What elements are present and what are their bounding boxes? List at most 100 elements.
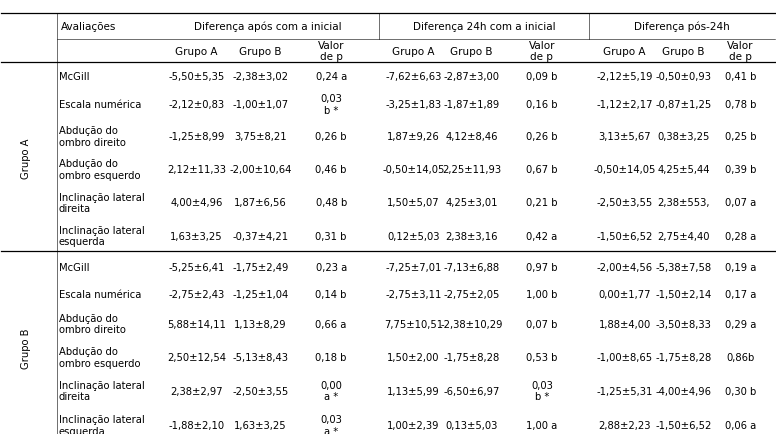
Text: -7,13±6,88: -7,13±6,88: [443, 262, 500, 272]
Text: 0,21 b: 0,21 b: [526, 198, 558, 208]
Text: -1,12±2,17: -1,12±2,17: [596, 100, 653, 110]
Text: 1,50±2,00: 1,50±2,00: [387, 352, 440, 362]
Text: -1,50±6,52: -1,50±6,52: [655, 420, 712, 430]
Text: 0,03
b *: 0,03 b *: [531, 380, 553, 401]
Text: McGill: McGill: [59, 72, 89, 82]
Text: -2,38±3,02: -2,38±3,02: [233, 72, 289, 82]
Text: 0,78 b: 0,78 b: [725, 100, 757, 110]
Text: 2,38±2,97: 2,38±2,97: [170, 386, 223, 396]
Text: -1,00±1,07: -1,00±1,07: [232, 100, 289, 110]
Text: 0,38±3,25: 0,38±3,25: [657, 132, 709, 141]
Text: -1,88±2,10: -1,88±2,10: [168, 420, 225, 430]
Text: Avaliações: Avaliações: [61, 22, 116, 32]
Text: 2,12±11,33: 2,12±11,33: [167, 164, 226, 174]
Text: 1,00 b: 1,00 b: [526, 289, 558, 299]
Text: Diferença 24h com a inicial: Diferença 24h com a inicial: [413, 22, 555, 32]
Text: -1,25±5,31: -1,25±5,31: [597, 386, 653, 396]
Text: -1,50±6,52: -1,50±6,52: [597, 231, 653, 241]
Text: Inclinação lateral
esquerda: Inclinação lateral esquerda: [59, 414, 144, 434]
Text: 0,67 b: 0,67 b: [526, 164, 558, 174]
Text: 1,87±6,56: 1,87±6,56: [234, 198, 287, 208]
Text: -2,12±0,83: -2,12±0,83: [168, 100, 225, 110]
Text: 0,17 a: 0,17 a: [725, 289, 757, 299]
Text: 0,00
a *: 0,00 a *: [320, 380, 342, 401]
Text: McGill: McGill: [59, 262, 89, 272]
Text: -1,75±8,28: -1,75±8,28: [443, 352, 500, 362]
Text: Escala numérica: Escala numérica: [59, 289, 141, 299]
Text: 0,53 b: 0,53 b: [526, 352, 558, 362]
Text: 1,00 a: 1,00 a: [526, 420, 557, 430]
Text: 2,38±3,16: 2,38±3,16: [445, 231, 497, 241]
Text: Abdução do
ombro esquerdo: Abdução do ombro esquerdo: [59, 159, 140, 181]
Text: Grupo A: Grupo A: [604, 46, 646, 56]
Text: -2,50±3,55: -2,50±3,55: [232, 386, 289, 396]
Text: Abdução do
ombro esquerdo: Abdução do ombro esquerdo: [59, 346, 140, 368]
Text: 1,50±5,07: 1,50±5,07: [387, 198, 440, 208]
Text: 0,24 a: 0,24 a: [316, 72, 347, 82]
Text: 0,39 b: 0,39 b: [725, 164, 757, 174]
Text: 0,19 a: 0,19 a: [725, 262, 757, 272]
Text: 0,23 a: 0,23 a: [316, 262, 347, 272]
Text: 1,13±5,99: 1,13±5,99: [387, 386, 440, 396]
Text: -2,50±3,55: -2,50±3,55: [597, 198, 653, 208]
Text: Valor
de p: Valor de p: [528, 41, 555, 62]
Text: Grupo B: Grupo B: [450, 46, 493, 56]
Text: 1,88±4,00: 1,88±4,00: [598, 319, 651, 329]
Text: 0,16 b: 0,16 b: [526, 100, 558, 110]
Text: 0,86b: 0,86b: [726, 352, 755, 362]
Text: 0,12±5,03: 0,12±5,03: [387, 231, 440, 241]
Text: 2,25±11,93: 2,25±11,93: [442, 164, 501, 174]
Text: 3,13±5,67: 3,13±5,67: [598, 132, 651, 141]
Text: -1,75±2,49: -1,75±2,49: [232, 262, 289, 272]
Text: -6,50±6,97: -6,50±6,97: [443, 386, 500, 396]
Text: Grupo A: Grupo A: [21, 138, 31, 178]
Text: -1,75±8,28: -1,75±8,28: [655, 352, 712, 362]
Text: 0,25 b: 0,25 b: [725, 132, 757, 141]
Text: Grupo B: Grupo B: [239, 46, 282, 56]
Text: -5,38±7,58: -5,38±7,58: [655, 262, 712, 272]
Text: -1,25±8,99: -1,25±8,99: [168, 132, 225, 141]
Text: -1,00±8,65: -1,00±8,65: [597, 352, 653, 362]
Text: 0,07 a: 0,07 a: [725, 198, 757, 208]
Text: 0,14 b: 0,14 b: [316, 289, 347, 299]
Text: 2,88±2,23: 2,88±2,23: [598, 420, 651, 430]
Text: -1,50±2,14: -1,50±2,14: [655, 289, 712, 299]
Text: 0,28 a: 0,28 a: [725, 231, 757, 241]
Text: -3,25±1,83: -3,25±1,83: [386, 100, 442, 110]
Text: 0,13±5,03: 0,13±5,03: [445, 420, 497, 430]
Text: -0,50±14,05: -0,50±14,05: [594, 164, 656, 174]
Text: 1,63±3,25: 1,63±3,25: [234, 420, 286, 430]
Text: 1,87±9,26: 1,87±9,26: [387, 132, 440, 141]
Text: 2,38±553,: 2,38±553,: [657, 198, 709, 208]
Text: 0,26 b: 0,26 b: [315, 132, 347, 141]
Text: 0,31 b: 0,31 b: [316, 231, 347, 241]
Text: 2,75±4,40: 2,75±4,40: [657, 231, 709, 241]
Text: -7,62±6,63: -7,62±6,63: [386, 72, 442, 82]
Text: -0,37±4,21: -0,37±4,21: [232, 231, 289, 241]
Text: Valor
de p: Valor de p: [727, 41, 753, 62]
Text: -2,00±4,56: -2,00±4,56: [597, 262, 653, 272]
Text: Inclinação lateral
esquerda: Inclinação lateral esquerda: [59, 225, 144, 247]
Text: Abdução do
ombro direito: Abdução do ombro direito: [59, 313, 126, 335]
Text: 0,26 b: 0,26 b: [526, 132, 558, 141]
Text: 0,09 b: 0,09 b: [526, 72, 558, 82]
Text: 0,06 a: 0,06 a: [725, 420, 757, 430]
Text: 0,00±1,77: 0,00±1,77: [598, 289, 651, 299]
Text: -0,50±14,05: -0,50±14,05: [383, 164, 445, 174]
Text: 0,46 b: 0,46 b: [316, 164, 347, 174]
Text: -1,25±1,04: -1,25±1,04: [232, 289, 289, 299]
Text: 4,25±5,44: 4,25±5,44: [657, 164, 709, 174]
Text: -5,50±5,35: -5,50±5,35: [168, 72, 225, 82]
Text: 5,88±14,11: 5,88±14,11: [167, 319, 226, 329]
Text: -2,00±10,64: -2,00±10,64: [229, 164, 292, 174]
Text: -2,75±3,11: -2,75±3,11: [386, 289, 442, 299]
Text: 0,18 b: 0,18 b: [316, 352, 347, 362]
Text: -5,13±8,43: -5,13±8,43: [233, 352, 289, 362]
Text: Diferença pós-24h: Diferença pós-24h: [634, 21, 729, 32]
Text: 0,03
b *: 0,03 b *: [320, 94, 342, 116]
Text: Escala numérica: Escala numérica: [59, 100, 141, 110]
Text: 4,12±8,46: 4,12±8,46: [445, 132, 497, 141]
Text: -2,75±2,43: -2,75±2,43: [168, 289, 225, 299]
Text: 2,50±12,54: 2,50±12,54: [167, 352, 226, 362]
Text: -0,50±0,93: -0,50±0,93: [656, 72, 712, 82]
